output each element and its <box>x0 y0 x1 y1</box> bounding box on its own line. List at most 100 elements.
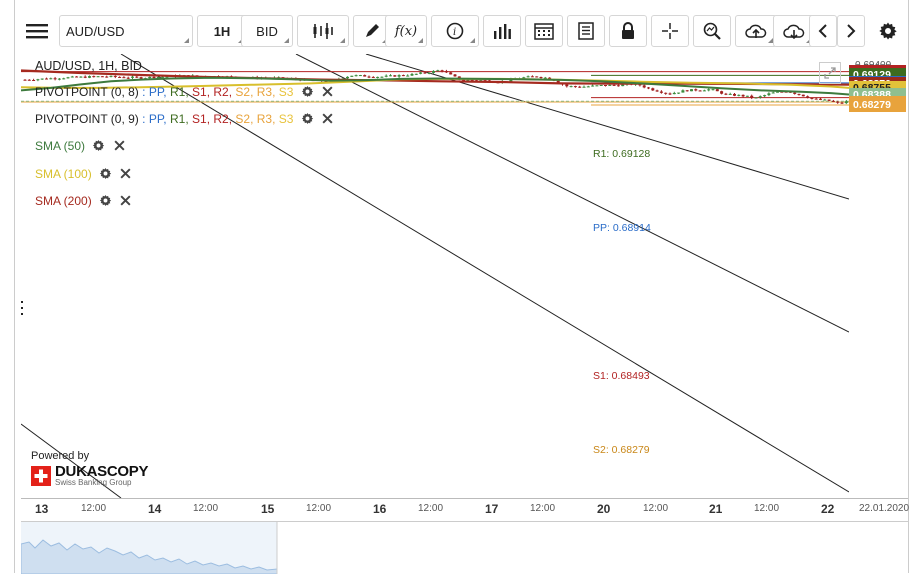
candle-body <box>53 78 57 80</box>
navigator-chart <box>20 522 278 575</box>
candle-body <box>161 76 165 78</box>
candle-body <box>578 86 582 88</box>
time-day-label: 17 <box>485 502 499 516</box>
candle-body <box>844 101 848 104</box>
timeframe-label: 1H <box>213 23 231 39</box>
candle-body <box>569 86 573 88</box>
gear-icon[interactable] <box>99 167 112 180</box>
close-icon[interactable] <box>321 85 334 98</box>
candlestick-type-button[interactable] <box>297 15 349 47</box>
gear-icon[interactable] <box>92 139 105 152</box>
candle-body <box>642 85 646 88</box>
pivot-1-s1: S1, <box>192 85 211 99</box>
candle-body <box>462 79 466 81</box>
info-button[interactable]: i <box>431 15 479 47</box>
candle-body <box>526 76 530 78</box>
candle-body <box>350 75 354 77</box>
gear-icon <box>879 22 897 40</box>
indicators-button[interactable]: f(x) <box>385 15 427 47</box>
candle-body <box>384 75 388 77</box>
candle-body <box>401 75 405 77</box>
symbol-selector[interactable]: AUD/USD <box>59 15 193 47</box>
candle-body <box>324 81 328 83</box>
powered-by-label: Powered by <box>31 450 90 462</box>
chart-window: AUD/USD 1H BID f(x) i <box>14 0 909 575</box>
cloud-upload-icon <box>745 24 767 38</box>
bar-chart-icon <box>494 24 511 39</box>
crosshair-icon <box>662 23 678 39</box>
time-hour-label: 12:00 <box>81 503 107 514</box>
candle-body <box>83 76 87 78</box>
close-icon[interactable] <box>113 139 126 152</box>
candle-body <box>728 93 732 95</box>
candle-body <box>698 90 702 92</box>
gear-icon[interactable] <box>301 85 314 98</box>
scroll-left-button[interactable] <box>809 15 837 47</box>
candle-body <box>556 80 560 83</box>
candle-body <box>733 93 736 96</box>
draw-tool-button[interactable] <box>353 15 391 47</box>
candle-body <box>720 91 724 94</box>
price-type-selector[interactable]: BID <box>241 15 293 47</box>
calendar-button[interactable] <box>525 15 563 47</box>
news-button[interactable] <box>567 15 605 47</box>
candle-body <box>466 79 470 81</box>
time-hour-label: 12:00 <box>754 503 780 514</box>
close-icon[interactable] <box>119 194 132 207</box>
chart-plot-area[interactable]: R1: 0.69128 PP: 0.68914 S1: 0.68493 S2: … <box>21 54 849 498</box>
candle-body <box>40 78 44 80</box>
candle-body <box>672 92 676 95</box>
navigator-strip[interactable] <box>20 521 908 575</box>
candlestick-chart[interactable] <box>21 54 849 498</box>
candle-body <box>685 90 689 92</box>
pivot-2-name: PIVOTPOINT (0, 9) <box>35 112 139 126</box>
candle-body <box>776 91 779 93</box>
pivot-1-r2: R2, <box>213 85 233 99</box>
price-axis[interactable]: 0.694000.693000.692000.691000.690000.688… <box>849 54 908 498</box>
time-day-label: 21 <box>709 502 723 516</box>
candle-body <box>419 72 423 74</box>
timeframe-selector[interactable]: 1H <box>197 15 247 47</box>
lock-icon <box>622 22 634 39</box>
sma200-legend: SMA (200) <box>35 194 132 208</box>
left-resize-handle[interactable] <box>21 299 24 319</box>
gear-icon[interactable] <box>99 194 112 207</box>
close-icon[interactable] <box>321 112 334 125</box>
fullscreen-button[interactable] <box>819 62 841 84</box>
candle-body <box>707 89 711 91</box>
candle-body <box>836 101 840 103</box>
candle-body <box>655 90 659 92</box>
menu-icon[interactable] <box>21 15 53 47</box>
candle-body <box>96 76 100 78</box>
pivot-1-s2: S2, <box>235 85 254 99</box>
close-icon[interactable] <box>119 167 132 180</box>
candle-body <box>771 92 775 94</box>
candle-body <box>453 74 457 77</box>
candle-body <box>371 76 375 78</box>
price-type-label: BID <box>256 23 278 39</box>
zoom-button[interactable] <box>693 15 731 47</box>
upload-button[interactable] <box>735 15 777 47</box>
candle-body <box>363 75 367 77</box>
candle-body <box>681 90 685 93</box>
gear-icon[interactable] <box>301 112 314 125</box>
chart-title: AUD/USD, 1H, BID <box>35 59 142 73</box>
candle-body <box>806 96 810 98</box>
time-axis[interactable]: 13 12:00 14 12:00 15 12:00 16 12:00 17 12:00 20 12:… <box>21 498 909 521</box>
candle-body <box>535 76 539 78</box>
candle-body <box>737 94 741 96</box>
scroll-right-button[interactable] <box>837 15 865 47</box>
volume-button[interactable] <box>483 15 521 47</box>
crosshair-button[interactable] <box>651 15 689 47</box>
candle-body <box>62 78 66 80</box>
lock-button[interactable] <box>609 15 647 47</box>
time-hour-label: 12:00 <box>193 503 219 514</box>
candle-body <box>131 76 134 78</box>
download-button[interactable] <box>773 15 815 47</box>
time-day-label: 22 <box>821 502 835 516</box>
candle-body <box>109 75 113 77</box>
candle-body <box>36 79 40 81</box>
candle-body <box>616 85 620 87</box>
settings-button[interactable] <box>873 15 903 47</box>
candle-body <box>797 93 801 95</box>
